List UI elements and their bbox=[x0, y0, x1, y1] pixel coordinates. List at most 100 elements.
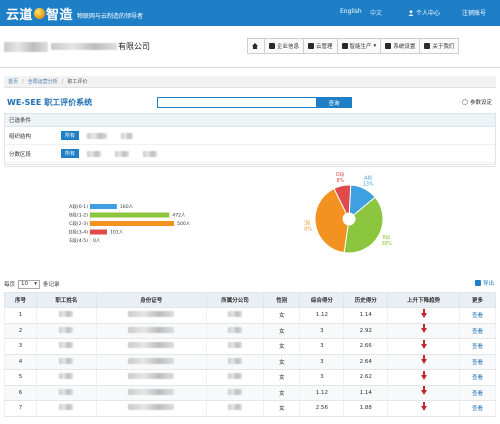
table-header-cell: 综合得分 bbox=[299, 292, 345, 308]
arrow-down-icon bbox=[420, 324, 427, 334]
table-header-cell: 序号 bbox=[4, 292, 37, 308]
arrow-down-icon bbox=[420, 386, 427, 396]
page-title: WE-SEE 职工评价系统 bbox=[7, 98, 93, 107]
export-button[interactable]: 导出 bbox=[474, 279, 494, 287]
employee-table: 序号 职工姓名 身份证号 所属分公司 性别 综合得分 历史得分 上升下降趋势 更多 1 女 1.12… bbox=[4, 292, 496, 417]
logo: 云道 智造 物联网与云制造的领导者 bbox=[6, 3, 143, 23]
bar-category-label: C段(2-3) bbox=[69, 220, 88, 227]
nav-about-us[interactable]: 关于我们 bbox=[419, 38, 460, 54]
breadcrumb-analysis[interactable]: 全局运营分析 bbox=[27, 79, 58, 85]
bar-value-label: 160人 bbox=[120, 204, 134, 210]
home-icon bbox=[252, 43, 258, 49]
table-toolbar: 每页 10 ▾ 条记录 导出 bbox=[4, 279, 494, 289]
table-cell-redacted bbox=[205, 400, 265, 417]
table-cell-redacted bbox=[35, 323, 97, 339]
table-cell-redacted bbox=[205, 323, 265, 339]
bar-value-label: 500人 bbox=[177, 221, 191, 227]
table-header-cell: 所属分公司 bbox=[205, 292, 265, 308]
table-cell: 1.88 bbox=[343, 400, 389, 417]
nav-home[interactable] bbox=[247, 38, 265, 54]
table-header-cell: 上升下降趋势 bbox=[387, 292, 461, 308]
pie-slice-2 bbox=[314, 187, 349, 254]
nav-cloud-manage[interactable]: 云管理 bbox=[303, 38, 338, 54]
table-cell: 2.62 bbox=[343, 369, 389, 386]
redacted-text bbox=[228, 388, 243, 395]
redacted-text bbox=[128, 357, 175, 364]
table-cell: 3 bbox=[299, 323, 345, 339]
table-cell: 4 bbox=[4, 354, 37, 370]
trend-cell bbox=[387, 338, 461, 355]
param-settings-link[interactable]: 参数设定 bbox=[462, 98, 492, 106]
table-cell: 7 bbox=[4, 400, 37, 417]
bar-value-label: 0人 bbox=[93, 238, 101, 244]
table-cell-redacted bbox=[35, 369, 97, 386]
breadcrumb-home[interactable]: 首页 bbox=[8, 79, 19, 85]
arrow-down-icon bbox=[420, 355, 427, 365]
page-size-select[interactable]: 10 ▾ bbox=[18, 279, 41, 289]
filter-chip-all[interactable]: 所有 bbox=[61, 131, 80, 140]
company-name-redacted bbox=[51, 43, 117, 50]
redacted-text bbox=[59, 326, 74, 333]
arrow-down-icon bbox=[420, 370, 427, 380]
factory-icon bbox=[341, 43, 348, 49]
globe-icon bbox=[34, 7, 46, 19]
lang-english-link[interactable]: English bbox=[340, 8, 362, 15]
table-row: 5 女 3 2.62 查看 bbox=[4, 369, 496, 386]
table-cell: 女 bbox=[263, 323, 301, 339]
table-cell: 2.64 bbox=[343, 354, 389, 370]
nav-smart-production[interactable]: 智能生产 ▾ bbox=[336, 38, 382, 54]
table-cell-redacted bbox=[95, 369, 207, 386]
pie-percent-label: 40% bbox=[304, 227, 312, 233]
filter-label: 组织结构 bbox=[9, 133, 32, 140]
logout-link[interactable]: 注销账号 bbox=[462, 10, 487, 17]
trend-cell bbox=[387, 354, 461, 370]
redacted-text bbox=[228, 326, 243, 333]
view-link[interactable]: 查看 bbox=[459, 369, 496, 386]
bar-3 bbox=[90, 229, 107, 235]
chart-area: A段(0-1) 160人 B段(1-2) 472人 C段(2-3) 500人 D段(3-4)… bbox=[4, 166, 496, 272]
trend-cell bbox=[387, 369, 461, 386]
table-cell: 2.56 bbox=[299, 400, 345, 417]
lang-chinese-link[interactable]: 中文 bbox=[370, 10, 383, 17]
arrow-down-icon bbox=[420, 308, 427, 318]
redacted-text bbox=[87, 150, 102, 157]
redacted-text bbox=[228, 373, 243, 380]
view-link[interactable]: 查看 bbox=[459, 400, 496, 417]
table-cell: 2.92 bbox=[343, 323, 389, 339]
search-input[interactable] bbox=[157, 97, 317, 108]
view-link[interactable]: 查看 bbox=[459, 307, 496, 324]
bar-category-label: B段(1-2) bbox=[69, 212, 88, 219]
table-header-cell: 历史得分 bbox=[343, 292, 389, 308]
table-cell-redacted bbox=[205, 338, 265, 355]
user-center-link[interactable]: 个人中心 bbox=[408, 8, 440, 17]
view-link[interactable]: 查看 bbox=[459, 385, 496, 401]
redacted-text bbox=[59, 388, 74, 395]
table-cell: 3 bbox=[299, 338, 345, 355]
cloud-icon bbox=[308, 43, 315, 49]
info-icon bbox=[424, 43, 431, 49]
nav-system-settings[interactable]: 系统设置 bbox=[380, 38, 421, 54]
table-cell: 1.12 bbox=[299, 307, 345, 324]
table-cell-redacted bbox=[95, 338, 207, 355]
table-cell-redacted bbox=[35, 338, 97, 355]
pie-label: A段 bbox=[364, 175, 372, 182]
redacted-text bbox=[87, 132, 108, 139]
redacted-text bbox=[128, 404, 175, 411]
table-cell-redacted bbox=[35, 400, 97, 417]
view-link[interactable]: 查看 bbox=[459, 323, 496, 339]
bar-1 bbox=[90, 212, 170, 218]
view-link[interactable]: 查看 bbox=[459, 354, 496, 370]
view-link[interactable]: 查看 bbox=[459, 338, 496, 355]
arrow-down-icon bbox=[420, 401, 427, 411]
bar-category-label: A段(0-1) bbox=[69, 203, 88, 210]
table-row: 1 女 1.12 1.14 查看 bbox=[4, 307, 496, 324]
filter-chip-all[interactable]: 所有 bbox=[61, 149, 80, 158]
chevron-down-icon: ▾ bbox=[373, 43, 377, 49]
table-cell-redacted bbox=[205, 307, 265, 324]
bar-0 bbox=[90, 204, 117, 209]
table-row: 6 女 1.12 1.14 查看 bbox=[4, 385, 496, 401]
nav-company-info[interactable]: 企业信息 bbox=[264, 38, 305, 54]
filter-label: 分数区段 bbox=[9, 151, 32, 158]
search-button[interactable]: 查询 bbox=[316, 97, 352, 108]
